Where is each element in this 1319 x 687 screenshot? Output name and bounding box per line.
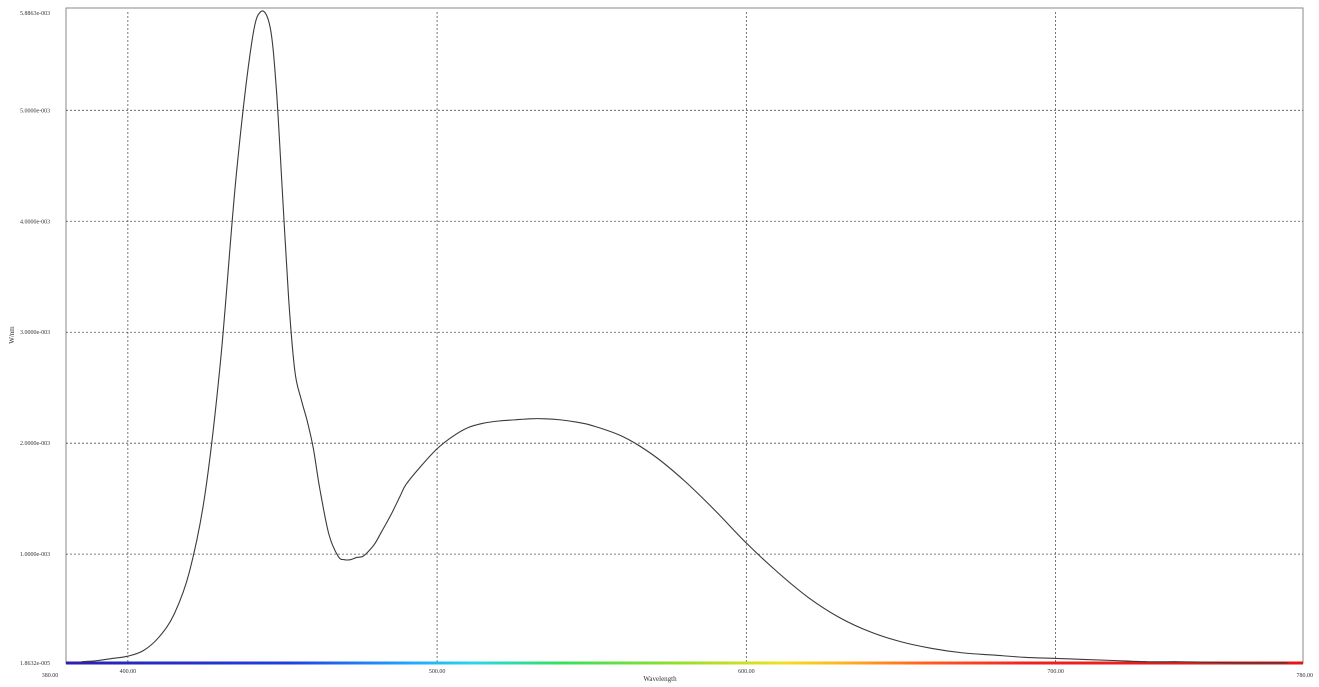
x-axis-title: Wavelength: [643, 675, 677, 683]
y-tick-label-min: 1.8632e-005: [20, 661, 50, 667]
y-tick-label: 2.0000e-003: [20, 441, 50, 447]
y-tick-labels: 1.0000e-003 2.0000e-003 3.0000e-003 4.0000e…: [20, 11, 50, 667]
y-axis-title: W/nm: [8, 326, 16, 344]
y-tick-label-max: 5.8863e-003: [20, 11, 50, 17]
x-tick-label: 600.00: [738, 669, 755, 675]
x-tick-label-max: 780.00: [1297, 673, 1314, 679]
x-tick-label: 700.00: [1047, 669, 1064, 675]
spectrum-series-line: [81, 10, 1288, 664]
spectrum-color-bar: [66, 661, 1303, 665]
x-gridlines: [127, 12, 1056, 663]
y-tick-label: 5.0000e-003: [20, 108, 50, 114]
y-gridlines: [66, 109, 1303, 555]
y-tick-label: 1.0000e-003: [20, 552, 50, 558]
y-tick-label: 3.0000e-003: [20, 330, 50, 336]
x-tick-label: 500.00: [429, 669, 446, 675]
x-tick-labels: 380.00 400.00 500.00 600.00 700.00 780.00: [42, 669, 1313, 679]
x-tick-label: 400.00: [120, 669, 137, 675]
y-tick-label: 4.0000e-003: [20, 219, 50, 225]
plot-frame: [65, 7, 1304, 664]
x-tick-label-min: 380.00: [42, 673, 59, 679]
